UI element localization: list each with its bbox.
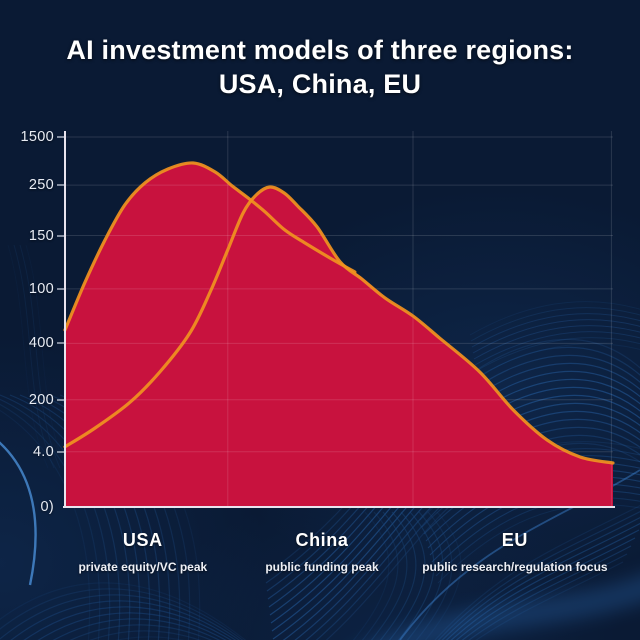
y-axis-line: [64, 131, 66, 508]
gridlines: [65, 131, 613, 507]
curve-stroke-series-1: [63, 185, 615, 465]
area-fill-series-1: [65, 186, 613, 507]
y-tick-mark: [57, 450, 64, 453]
wave-glow-band: [376, 575, 640, 640]
y-tick-label: 400: [28, 335, 54, 352]
y-tick-mark: [57, 184, 64, 187]
x-category-sublabel: public funding peak: [265, 560, 379, 574]
x-category-label: USA: [122, 530, 163, 550]
wave-streak: [0, 441, 37, 586]
x-category-usa: USA private equity/VC peak: [78, 530, 207, 574]
y-tick-mark: [57, 342, 64, 345]
wave-bundle: [352, 511, 462, 640]
x-category-eu: EU public research/regulation focus: [422, 530, 607, 574]
wave-bundle: [434, 505, 640, 640]
y-tick-mark: [57, 234, 64, 237]
y-tick-label: 250: [28, 177, 54, 194]
y-tick-label: 1500: [20, 129, 54, 146]
wave-bundle: [469, 301, 640, 378]
wave-bundle: [7, 244, 67, 469]
y-tick-label: 4.0: [32, 443, 54, 460]
y-tick-mark: [57, 287, 64, 290]
x-category-label: China: [295, 530, 349, 550]
wave-bundle: [0, 582, 246, 640]
y-tick-label: 200: [28, 391, 54, 408]
x-category-sublabel: private equity/VC peak: [78, 560, 208, 574]
x-axis-line: [63, 506, 615, 508]
y-tick-label: 0): [40, 499, 54, 515]
chart-title: AI investment models of three regions: U…: [0, 33, 640, 101]
x-category-label: EU: [501, 530, 529, 550]
chart-title-line2: USA, China, EU: [218, 69, 422, 99]
y-tick-label: 150: [28, 227, 54, 244]
x-category-china: China public funding peak: [265, 530, 378, 574]
y-tick-label: 100: [28, 280, 54, 297]
curve-stroke-series-0: [63, 161, 357, 332]
x-category-sublabel: public research/regulation focus: [422, 560, 608, 574]
y-tick-mark: [57, 398, 64, 401]
y-tick-mark: [57, 136, 64, 139]
chart-title-line1: AI investment models of three regions:: [66, 35, 574, 65]
area-chart-plot: [63, 131, 615, 507]
